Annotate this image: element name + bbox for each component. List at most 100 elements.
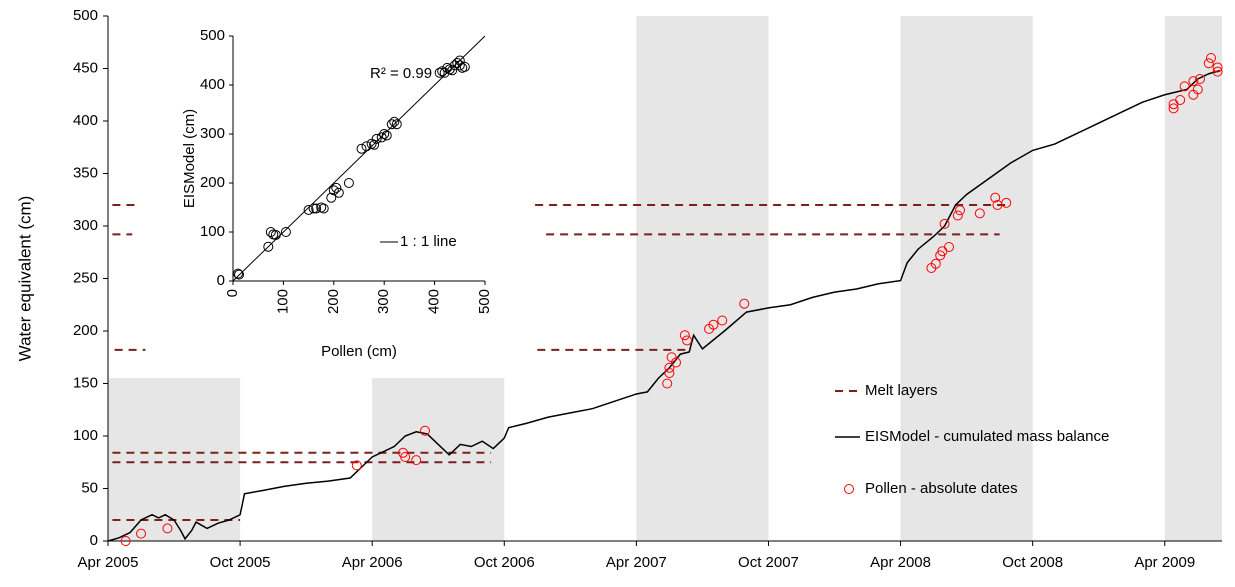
shaded-period [636, 16, 769, 541]
pollen-point [939, 218, 950, 229]
pollen-point [1203, 58, 1214, 69]
shaded-period [372, 378, 505, 541]
pollen-point [717, 315, 728, 326]
y-tick-label: 0 [90, 532, 98, 549]
x-axis-title: Pollen (cm) [321, 343, 397, 360]
scatter-point [369, 139, 380, 150]
scatter-point [434, 67, 445, 78]
pollen-point [952, 210, 963, 221]
pollen-point [136, 528, 147, 539]
x-tick-label: 100 [274, 289, 291, 314]
pollen-point [1188, 76, 1199, 87]
x-tick-label: 500 [476, 289, 493, 314]
pollen-point [682, 335, 693, 346]
x-tick-label: Apr 2008 [870, 554, 931, 571]
scatter-point [386, 119, 397, 130]
x-tick-label: Apr 2005 [78, 554, 139, 571]
scatter-point [328, 185, 339, 196]
y-tick-label: 100 [200, 223, 225, 240]
pollen-point [1001, 197, 1012, 208]
y-axis-title: Water equivalent (cm) [15, 196, 34, 362]
scatter-point [459, 61, 470, 72]
scatter-point [233, 268, 244, 279]
pollen-point [664, 362, 675, 373]
pollen-point [1192, 84, 1203, 95]
shaded-period [900, 16, 1033, 541]
y-tick-label: 400 [73, 112, 98, 129]
x-tick-label: Oct 2007 [738, 554, 799, 571]
scatter-point [371, 133, 382, 144]
annotation: R² = 0.99 [370, 65, 432, 82]
y-tick-label: 350 [73, 164, 98, 181]
pollen-point [671, 357, 682, 368]
scatter-point [454, 60, 465, 71]
pollen-point [664, 368, 675, 378]
y-tick-label: 100 [73, 427, 98, 444]
pollen-point [162, 523, 173, 534]
scatter-point [454, 55, 465, 66]
scatter-point [270, 229, 281, 240]
scatter-point [381, 130, 392, 141]
y-tick-label: 500 [73, 7, 98, 24]
x-tick-label: 200 [325, 289, 342, 314]
x-tick-label: Oct 2005 [210, 554, 271, 571]
shaded-period [108, 378, 241, 541]
scatter-point [356, 143, 367, 154]
scatter-point [391, 119, 402, 130]
pollen-point [739, 298, 750, 309]
model-line [107, 69, 1221, 542]
pollen-point [120, 536, 131, 546]
pollen-point [1168, 103, 1179, 114]
x-tick-label: Apr 2006 [342, 554, 403, 571]
shaded-period [1164, 16, 1222, 541]
pollen-point [420, 425, 431, 436]
x-tick-label: Apr 2007 [606, 554, 667, 571]
pollen-point [974, 208, 985, 219]
scatter-point [331, 182, 342, 193]
legend-label: EISModel - cumulated mass balance [865, 428, 1109, 445]
y-tick-label: 300 [200, 125, 225, 142]
y-tick-label: 150 [73, 374, 98, 391]
x-tick-label: 400 [426, 289, 443, 314]
x-tick-label: Oct 2008 [1002, 554, 1063, 571]
pollen-point [1212, 66, 1223, 77]
y-tick-label: 50 [81, 479, 98, 496]
scatter-point [303, 204, 314, 215]
legend-marker [844, 484, 854, 494]
y-tick-label: 300 [73, 217, 98, 234]
scatter-point [389, 116, 400, 127]
pollen-point [411, 455, 422, 466]
legend-label: Melt layers [865, 382, 938, 399]
y-tick-label: 450 [73, 59, 98, 76]
scatter-point [361, 141, 372, 152]
pollen-point [930, 258, 941, 269]
pollen-point [1175, 95, 1186, 105]
y-tick-label: 200 [73, 322, 98, 339]
legend-label: 1 : 1 line [400, 233, 457, 250]
scatter-point [376, 132, 387, 143]
pollen-point [1194, 74, 1205, 84]
scatter-point [343, 178, 354, 188]
pollen-point [944, 242, 955, 252]
pollen-point [400, 452, 411, 462]
scatter-point [439, 67, 450, 78]
y-tick-label: 0 [217, 272, 225, 289]
pollen-point [1179, 81, 1190, 92]
scatter-point [447, 65, 458, 76]
x-tick-label: Apr 2009 [1134, 554, 1195, 571]
y-tick-label: 400 [200, 76, 225, 93]
scatter-point [318, 203, 329, 214]
x-tick-label: 300 [375, 289, 392, 314]
pollen-point [662, 378, 673, 389]
scatter-point [265, 227, 276, 237]
y-tick-label: 200 [200, 174, 225, 191]
scatter-point [280, 227, 291, 237]
pollen-point [1212, 62, 1223, 73]
y-tick-label: 250 [73, 269, 98, 286]
pollen-point [1205, 53, 1216, 63]
pollen-point [679, 330, 690, 341]
legend-label: Pollen - absolute dates [865, 480, 1018, 497]
scatter-point [326, 192, 337, 203]
scatter-point [437, 66, 448, 77]
scatter-point [263, 241, 274, 252]
